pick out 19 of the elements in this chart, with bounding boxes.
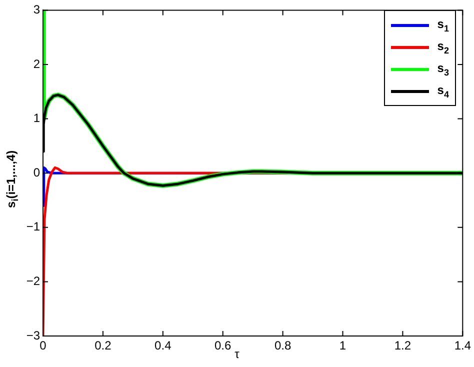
x-tick-label: 0.6 bbox=[214, 338, 232, 353]
y-tick-label: 0 bbox=[33, 165, 40, 180]
x-tick-label: 1.2 bbox=[394, 338, 412, 353]
x-tick-label: 0.2 bbox=[94, 338, 112, 353]
y-tick-label: 3 bbox=[33, 2, 40, 17]
y-tick-label: 2 bbox=[33, 56, 40, 71]
x-tick-label: 1.4 bbox=[454, 338, 472, 353]
legend-label: s$_{3}$ bbox=[437, 60, 449, 78]
y-tick-label: 1 bbox=[33, 111, 40, 126]
x-axis-title: τ bbox=[234, 347, 240, 361]
x-tick-label: 0.4 bbox=[154, 338, 172, 353]
x-tick-label: 1 bbox=[339, 338, 346, 353]
legend-label: s$_{2}$ bbox=[437, 38, 449, 56]
legend-label: s$_{1}$ bbox=[437, 16, 449, 34]
y-tick-label: −3 bbox=[26, 328, 40, 342]
legend-label: s$_{4}$ bbox=[437, 82, 449, 100]
y-tick-label: −2 bbox=[26, 274, 40, 288]
y-tick-label: −1 bbox=[26, 220, 40, 234]
x-tick-label: 0.8 bbox=[274, 338, 292, 353]
